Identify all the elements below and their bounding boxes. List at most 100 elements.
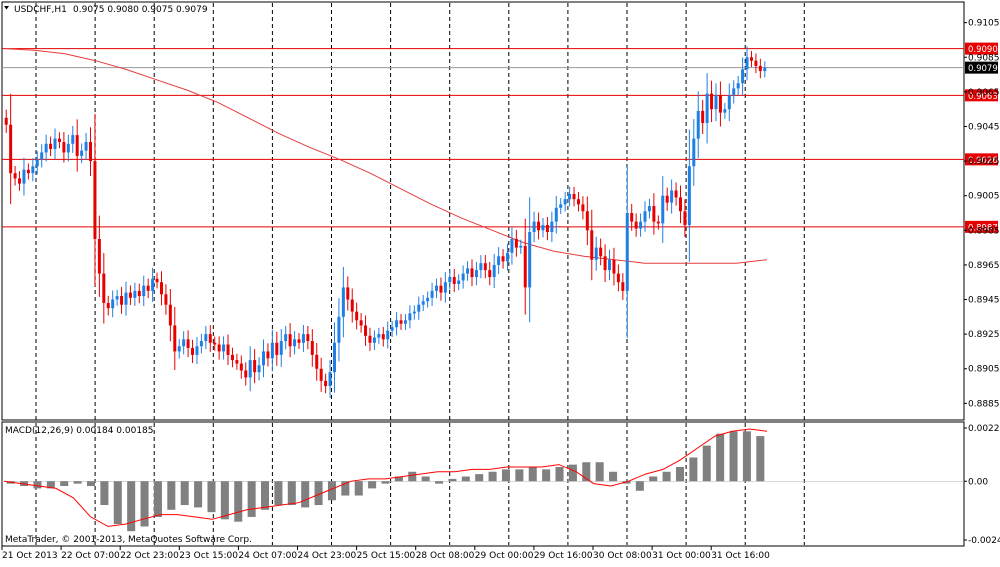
candle-body (315, 354, 319, 369)
candle-body (151, 278, 155, 291)
candle-body (439, 285, 443, 293)
candle-body (111, 299, 115, 309)
candle-body (501, 256, 505, 262)
price-axis-tick-label: 0.9025 (968, 157, 1000, 167)
candle-body (736, 83, 740, 89)
candle-body (208, 334, 212, 343)
candle-body (346, 287, 350, 300)
candle-body (435, 285, 439, 291)
candle-body (403, 320, 407, 324)
candle-body (75, 135, 79, 156)
candle-body (528, 232, 532, 288)
time-axis-tick-label: 28 Oct 08:00 (416, 551, 475, 561)
candle-body (647, 206, 651, 212)
candle-body (377, 334, 381, 338)
candle-body (297, 339, 301, 343)
candle-body (537, 221, 541, 231)
candle-body (661, 195, 665, 224)
candle-body (581, 204, 585, 212)
macd-axis-tick-label: -0.00247 (968, 536, 1000, 546)
price-axis-tick-label: 0.8945 (968, 296, 1000, 306)
candle-body (594, 247, 598, 260)
candle-body (71, 135, 75, 144)
candle-body (142, 285, 146, 297)
candle-body (293, 339, 297, 347)
candle-body (164, 294, 168, 305)
macd-histogram-bar (46, 481, 55, 489)
macd-histogram-bar (555, 466, 564, 482)
macd-histogram-bar (542, 469, 551, 482)
moving-average-line (3, 48, 768, 264)
macd-axis-tick-label: 0.00224 (968, 424, 1000, 434)
candle-body (350, 299, 354, 312)
macd-histogram-bar (635, 481, 644, 491)
candle-body (288, 334, 292, 347)
candle-body (523, 245, 527, 288)
macd-histogram-bar (702, 445, 711, 482)
moving-average (3, 48, 768, 264)
time-axis: 21 Oct 2013 22 Oct 07:00 22 Oct 23:00 23 Oc… (1, 546, 770, 561)
candle-body (497, 256, 501, 265)
candle-body (102, 273, 106, 303)
candle-body (270, 342, 274, 359)
candle-body (483, 263, 487, 271)
price-axis-tick-label: 0.9005 (968, 192, 1000, 202)
macd-histogram-bar (33, 481, 42, 489)
time-axis-tick-label: 25 Oct 15:00 (357, 551, 416, 561)
candle-body (266, 351, 270, 359)
candle-body (749, 57, 753, 61)
symbol-dropdown-icon[interactable] (4, 6, 9, 10)
candle-body (204, 334, 208, 342)
macd-histogram-bar (435, 481, 444, 484)
macd-histogram-bar (274, 481, 283, 506)
macd-histogram-bar (662, 471, 671, 482)
candle-body (603, 256, 607, 271)
candle-body (732, 88, 736, 96)
level-price-tag (965, 153, 998, 166)
candle-body (106, 302, 110, 309)
candle-body (514, 238, 518, 248)
macd-histogram-bar (421, 476, 430, 482)
candle-body (630, 213, 634, 222)
price-axis-tick-label: 0.8925 (968, 330, 1000, 340)
price-axis: 0.9105 0.9085 0.9065 0.9045 0.9025 0.9005 0.89… (964, 19, 1000, 409)
macd-histogram-bar (515, 469, 524, 482)
candle-body (262, 351, 266, 366)
price-axis-tick-label: 0.9045 (968, 122, 1000, 132)
candle-body (399, 320, 403, 324)
candle-body (9, 124, 13, 174)
price-axis-tick-label: 0.8985 (968, 226, 1000, 236)
macd-histogram-bar (528, 466, 537, 482)
candle-body (364, 325, 368, 336)
candle-body (461, 273, 465, 281)
candle-body (550, 221, 554, 233)
macd-histogram-bar (368, 481, 377, 489)
candle-body (763, 67, 767, 72)
macd-histogram-bar (689, 457, 698, 482)
macd-histogram-bar (354, 481, 363, 496)
macd-histogram-bar (381, 481, 390, 484)
candle-body (62, 142, 66, 153)
candle-body (692, 138, 696, 167)
macd-panel-frame (1, 421, 965, 547)
macd-histogram-bar (475, 474, 484, 482)
macd-histogram-bar (649, 476, 658, 482)
candle-body (310, 341, 314, 355)
candle-body (40, 152, 44, 160)
macd-histogram-bar (568, 464, 577, 482)
macd-histogram-bar (86, 481, 96, 487)
time-axis-tick-label: 21 Oct 2013 (2, 551, 58, 561)
macd-axis-tick-label: 0.00 (968, 477, 988, 487)
candle-body (44, 143, 48, 153)
candle-body (510, 238, 514, 253)
candle-body (120, 296, 124, 305)
candle-body (35, 159, 39, 167)
macd-histogram-bar (314, 481, 323, 506)
level-price-tag-text: 0.9090 (968, 45, 998, 55)
candle-body (448, 277, 452, 283)
macd-histogram-bar (113, 481, 122, 525)
candle-body (492, 264, 496, 278)
macd-histogram-bar (60, 481, 69, 487)
